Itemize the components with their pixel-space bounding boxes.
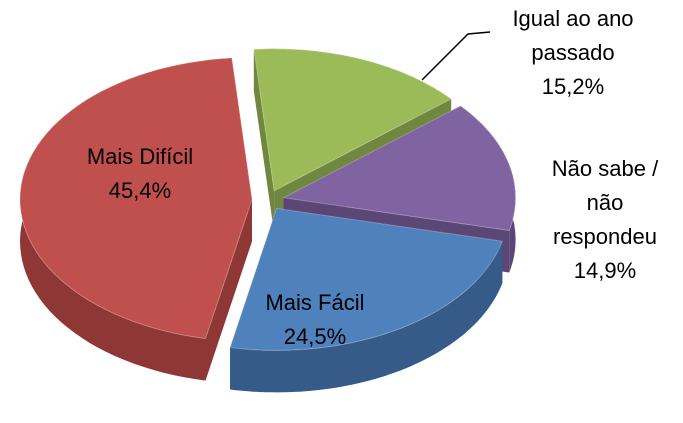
category-name: Mais Fácil xyxy=(265,290,365,315)
value-label: 45,4% xyxy=(108,178,172,203)
value-label: 15,2% xyxy=(541,74,605,99)
slice-side xyxy=(230,241,503,393)
slice-wall xyxy=(205,199,252,381)
value-label: 14,9% xyxy=(573,258,637,283)
value-label: 24,5% xyxy=(283,324,347,349)
category-name: Mais Difícil xyxy=(86,144,194,169)
slice xyxy=(281,105,517,232)
category-name: Não sabe / não respondeu xyxy=(551,156,659,249)
leader-line xyxy=(421,31,491,81)
slice xyxy=(19,57,253,340)
slice-label: Mais Difícil 45,4% xyxy=(40,140,240,208)
slice xyxy=(229,207,503,351)
slice-wall xyxy=(253,49,275,233)
category-name: Igual ao ano passado xyxy=(512,6,634,65)
slice xyxy=(253,48,453,192)
slice-label: Mais Fácil 24,5% xyxy=(230,286,400,354)
slice-label: Igual ao ano passado 15,2% xyxy=(488,2,658,104)
slice-label: Não sabe / não respondeu 14,9% xyxy=(530,152,680,288)
